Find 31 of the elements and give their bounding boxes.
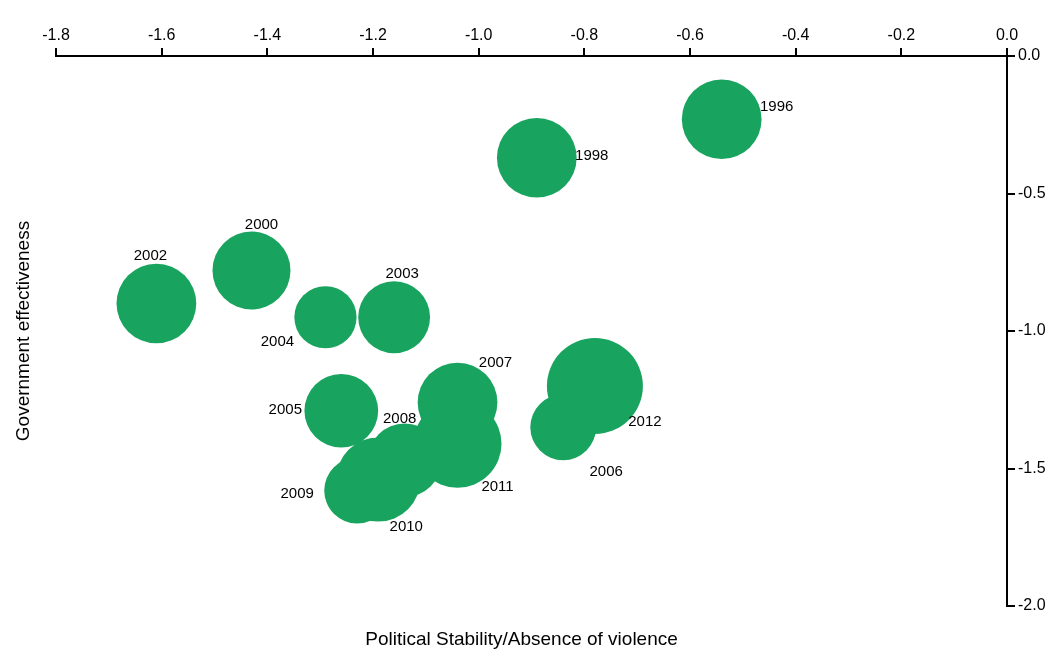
annotation: 2007 — [478, 352, 513, 370]
x-tick-label: -1.4 — [253, 25, 282, 43]
x-tick-label: -1.6 — [147, 25, 176, 43]
x-tick-label: -1.0 — [464, 25, 493, 43]
annotation: 2006 — [589, 462, 623, 480]
annotation: 2002 — [133, 245, 168, 263]
y-tick-label: -2.0 — [1018, 596, 1046, 614]
annotation: 2009 — [280, 483, 314, 501]
annotation: 1998 — [575, 145, 609, 163]
annotation: 2000 — [244, 214, 279, 232]
annotation: 1996 — [760, 97, 794, 115]
annotation: 2004 — [260, 332, 295, 350]
x-tick-label: -0.6 — [676, 25, 704, 43]
annotation: 2008 — [383, 409, 417, 427]
x-tick-label: -1.2 — [359, 25, 387, 43]
annotation: 2010 — [389, 516, 423, 534]
y-tick-label: 0.0 — [1018, 46, 1041, 64]
y-tick-label: -1.5 — [1018, 458, 1046, 476]
x-axis-title: Political Stability/Absence of violence — [365, 628, 678, 650]
annotation: 2005 — [268, 399, 302, 417]
y-tick-label: -1.0 — [1018, 321, 1046, 339]
x-tick-label: -1.8 — [42, 25, 70, 43]
annotation: 2011 — [481, 476, 514, 494]
x-tick-label: -0.4 — [781, 25, 810, 43]
annotation: 2012 — [628, 412, 662, 430]
y-tick-label: -0.5 — [1018, 183, 1046, 201]
x-tick-label: -0.8 — [570, 25, 599, 43]
y-axis-title: Government effectiveness — [12, 220, 34, 442]
x-tick-label: -0.2 — [887, 25, 916, 43]
x-tick-label: 0.0 — [995, 25, 1019, 43]
annotation: 2003 — [385, 264, 419, 282]
